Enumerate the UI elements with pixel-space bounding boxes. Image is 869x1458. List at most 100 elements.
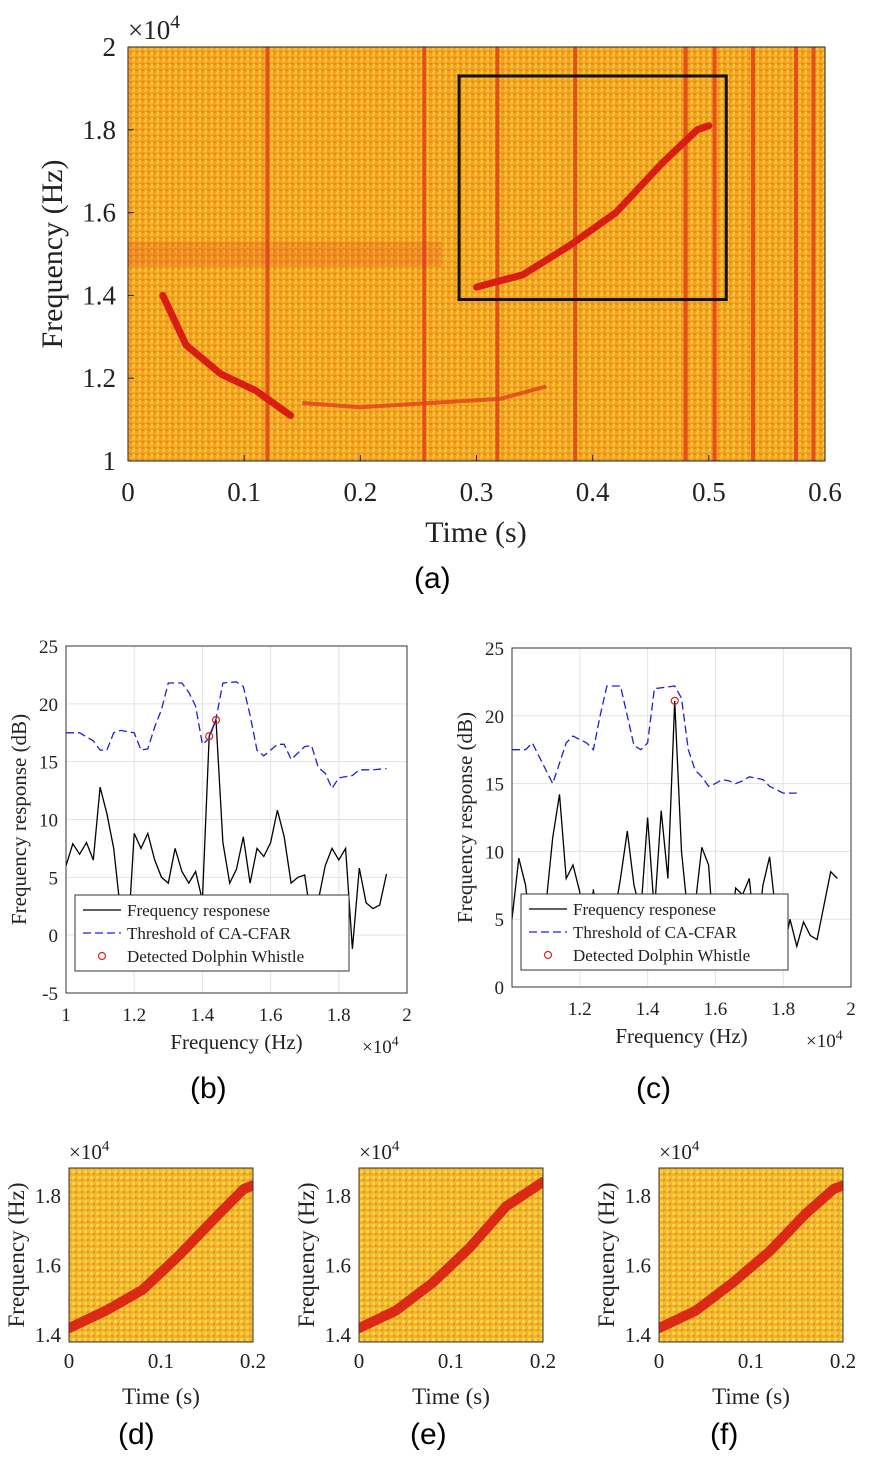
y-tick-label-c: 15	[485, 775, 504, 796]
y-tick-label-e: 1.4	[325, 1323, 352, 1347]
x-tick-label-d: 0.2	[240, 1349, 266, 1373]
spectrogram-a-streak	[573, 47, 578, 461]
y-tick-label-a: 1.6	[82, 198, 116, 228]
whistle-f	[659, 1180, 843, 1334]
x-axis-label-b: Frequency (Hz)	[170, 1030, 302, 1054]
spectrogram-a-streak	[683, 47, 688, 461]
x-tick-label-a: 0.5	[692, 477, 726, 507]
y-tick-label-b: 15	[39, 753, 58, 774]
y-tick-label-e: 1.8	[325, 1184, 351, 1208]
y-tick-label-a: 2	[103, 32, 117, 62]
y-multiplier-d: ×104	[69, 1139, 110, 1164]
x-tick-label-a: 0.6	[808, 477, 842, 507]
legend-entry-c: Threshold of CA-CFAR	[573, 923, 738, 942]
x-axis-label-a: Time (s)	[425, 516, 526, 549]
x-tick-label-a: 0	[121, 477, 135, 507]
x-axis-label-f: Time (s)	[712, 1384, 790, 1409]
plot-b-frame	[65, 645, 408, 994]
y-axis-label-d: Frequency (Hz)	[4, 1183, 29, 1328]
legend-swatch-detected-c	[543, 950, 553, 960]
spectrogram-a-streak	[811, 47, 816, 461]
x-tick-label-c: 1.4	[636, 999, 660, 1020]
x-tick-label-d: 0	[64, 1349, 75, 1373]
x-tick-label-a: 0.3	[460, 477, 494, 507]
y-multiplier-f: ×104	[659, 1139, 700, 1164]
x-tick-label-b: 2	[402, 1005, 412, 1026]
y-axis-label-b: Frequency response (dB)	[7, 714, 31, 925]
x-tick-label-f: 0	[654, 1349, 665, 1373]
spectrogram-a-streak	[495, 47, 500, 461]
legend-entry-c: Detected Dolphin Whistle	[573, 946, 750, 965]
x-multiplier-b: ×104	[362, 1033, 399, 1058]
spectrogram-a-background	[128, 47, 825, 461]
threshold-line-b	[66, 681, 387, 790]
y-axis-label-f: Frequency (Hz)	[594, 1183, 619, 1328]
y-tick-label-d: 1.8	[35, 1184, 61, 1208]
spectrogram-d-content	[69, 1180, 253, 1334]
legend-entry-b: Threshold of CA-CFAR	[127, 924, 292, 943]
x-tick-label-e: 0.2	[530, 1349, 556, 1373]
whistle-a-low	[159, 291, 295, 419]
legend-swatch-detected-b	[97, 951, 107, 961]
x-multiplier-c: ×104	[806, 1027, 843, 1052]
x-tick-label-b: 1.2	[122, 1005, 146, 1026]
y-tick-label-c: 5	[495, 910, 505, 931]
x-tick-label-c: 2	[846, 999, 856, 1020]
y-tick-label-a: 1.2	[82, 363, 116, 393]
x-axis-label-d: Time (s)	[122, 1384, 200, 1409]
y-tick-label-b: 10	[39, 811, 58, 832]
spectrogram-f-content	[659, 1180, 843, 1334]
x-tick-label-e: 0.1	[438, 1349, 464, 1373]
y-tick-label-b: 20	[39, 695, 58, 716]
x-tick-label-c: 1.8	[771, 999, 795, 1020]
panel-label-e: (e)	[410, 1418, 447, 1451]
whistle-e	[359, 1176, 543, 1334]
spectrogram-e-content	[359, 1176, 543, 1334]
x-tick-label-e: 0	[354, 1349, 365, 1373]
x-tick-label-a: 0.1	[227, 477, 261, 507]
threshold-line-c	[512, 685, 797, 794]
y-tick-label-c: 20	[485, 707, 504, 728]
y-tick-label-f: 1.4	[625, 1323, 652, 1347]
legend-entry-c: Frequency responese	[573, 900, 716, 919]
x-tick-label-f: 0.1	[738, 1349, 764, 1373]
x-tick-label-b: 1.4	[191, 1005, 215, 1026]
spectrogram-a-streak	[422, 47, 427, 461]
y-axis-label-e: Frequency (Hz)	[294, 1183, 319, 1328]
y-tick-label-f: 1.8	[625, 1184, 651, 1208]
y-tick-label-d: 1.6	[35, 1253, 61, 1277]
y-multiplier-e: ×104	[359, 1139, 400, 1164]
plot-f-frame	[658, 1167, 844, 1343]
detected-marker-b	[211, 715, 221, 725]
whistle-d	[69, 1180, 253, 1334]
x-tick-label-d: 0.1	[148, 1349, 174, 1373]
plot-e-frame	[358, 1167, 544, 1343]
spectrogram-a-band	[128, 241, 442, 267]
y-tick-label-c: 10	[485, 842, 504, 863]
spectrogram-a-streak	[712, 47, 717, 461]
y-tick-label-a: 1.4	[82, 280, 116, 310]
y-tick-label-b: 5	[49, 868, 59, 889]
spectrogram-a-streak	[793, 47, 798, 461]
panel-label-d: (d)	[118, 1418, 155, 1451]
panel-label-a: (a)	[414, 562, 451, 595]
y-tick-label-a: 1.8	[82, 115, 116, 145]
y-tick-label-b: 25	[39, 637, 58, 658]
legend-entry-b: Frequency responese	[127, 901, 270, 920]
y-tick-label-c: 0	[495, 978, 505, 999]
x-tick-label-a: 0.2	[343, 477, 377, 507]
detected-marker-b	[205, 732, 214, 741]
y-tick-label-b: -5	[42, 984, 58, 1005]
x-tick-label-f: 0.2	[830, 1349, 856, 1373]
panel-label-b: (b)	[190, 1072, 227, 1105]
x-tick-label-a: 0.4	[576, 477, 610, 507]
y-tick-label-b: 0	[49, 926, 59, 947]
spectrogram-a-streak	[750, 47, 755, 461]
y-tick-label-d: 1.4	[35, 1323, 62, 1347]
legend-entry-b: Detected Dolphin Whistle	[127, 947, 304, 966]
whistle-a-high	[473, 122, 713, 291]
plot-c-frame	[511, 647, 852, 988]
y-tick-label-e: 1.6	[325, 1253, 351, 1277]
plot-d-frame	[68, 1167, 254, 1343]
